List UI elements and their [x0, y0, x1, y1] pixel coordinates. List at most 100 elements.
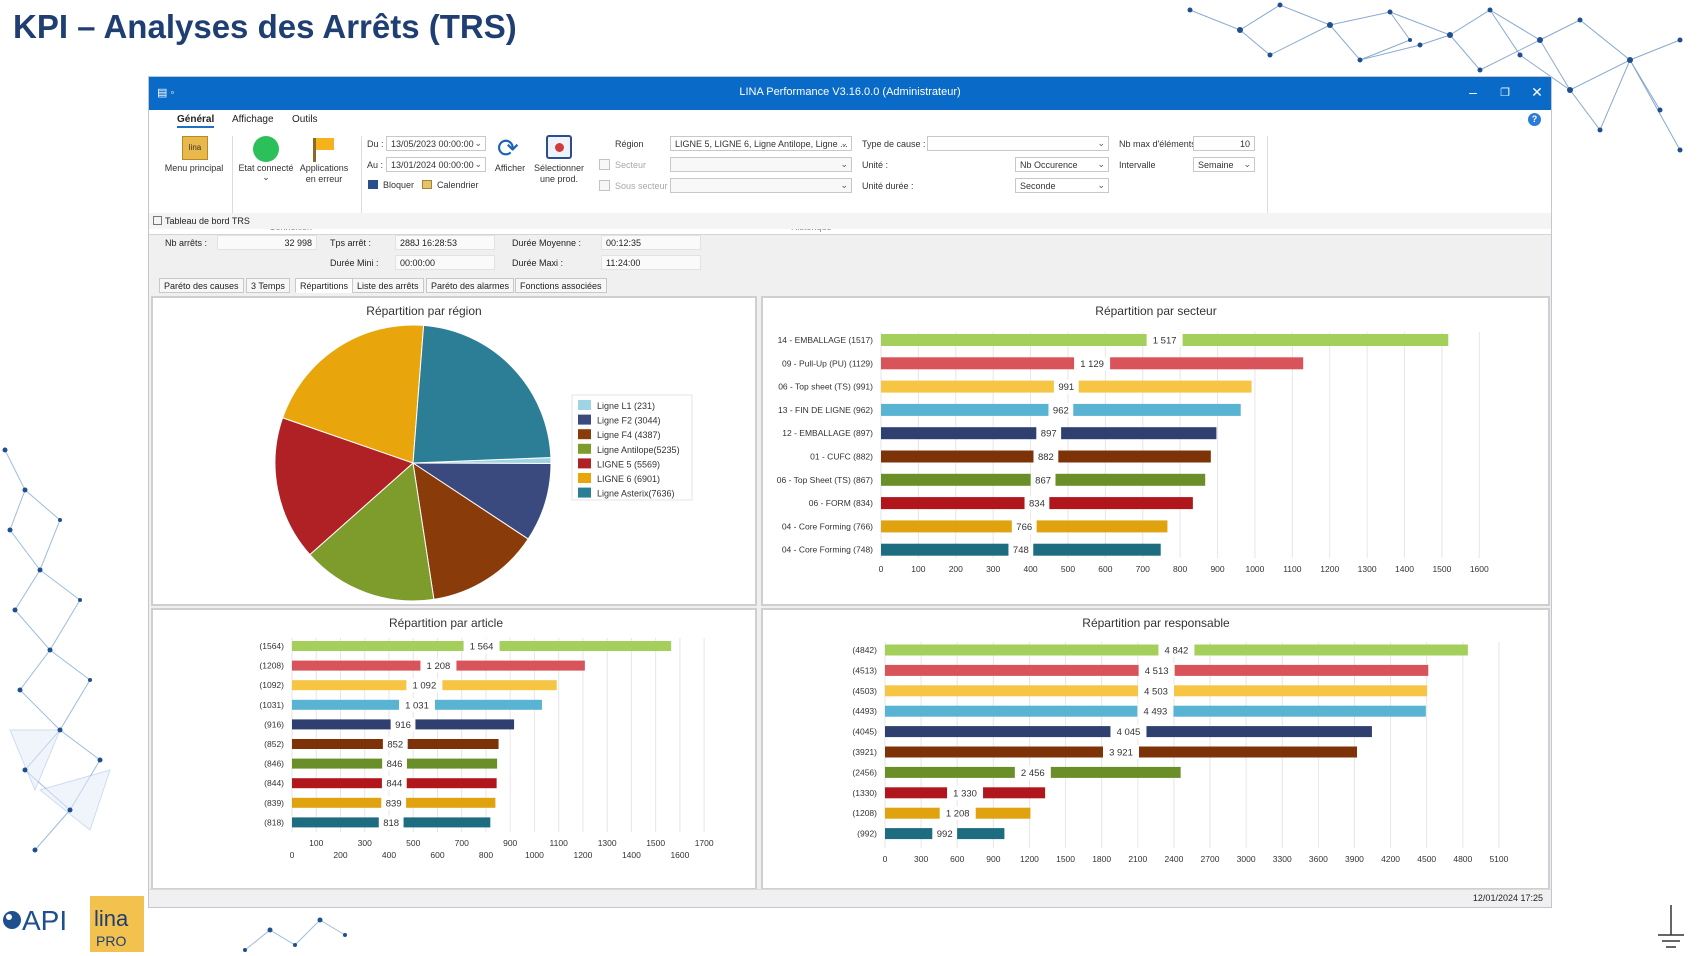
- tab-outils[interactable]: Outils: [292, 114, 318, 125]
- sous-secteur-checkbox[interactable]: [599, 180, 610, 191]
- restore-button[interactable]: ❐: [1500, 87, 1510, 99]
- menu-principal-button[interactable]: Menu principal: [164, 163, 224, 173]
- connected-status-icon[interactable]: [253, 136, 279, 162]
- x-tick-label: 3900: [1345, 854, 1364, 864]
- tab-repartitions[interactable]: Répartitions: [295, 278, 354, 293]
- du-date-field[interactable]: 13/05/2023 00:00:00 ⌄: [386, 136, 486, 151]
- help-icon[interactable]: ?: [1528, 113, 1541, 126]
- pie-slice[interactable]: [411, 462, 552, 540]
- unite-select[interactable]: Nb Occurence ⌄: [1015, 157, 1109, 172]
- data-label-box: [1036, 426, 1062, 441]
- pie-slice[interactable]: [412, 324, 552, 464]
- chevron-down-icon[interactable]: ⌄: [262, 172, 270, 182]
- category-label: (846): [264, 759, 284, 769]
- data-label: 897: [1041, 429, 1057, 440]
- chevron-down-icon[interactable]: ⌄: [840, 138, 848, 148]
- lock-icon[interactable]: [368, 180, 378, 189]
- tab-pareto-alarmes[interactable]: Paréto des alarmes: [426, 278, 515, 293]
- chevron-down-icon[interactable]: ⌄: [1097, 138, 1105, 148]
- tab-general[interactable]: Général: [177, 114, 215, 128]
- secteur-select[interactable]: ⌄: [670, 157, 852, 172]
- tab-pareto-causes[interactable]: Paréto des causes: [159, 278, 244, 293]
- calendar-icon[interactable]: [422, 180, 432, 189]
- nb-max-input[interactable]: 10: [1193, 136, 1255, 151]
- type-cause-select[interactable]: ⌄: [927, 136, 1109, 151]
- data-label-box: [378, 815, 404, 830]
- region-select[interactable]: LIGNE 5, LIGNE 6, Ligne Antilope, Ligne …: [670, 136, 852, 151]
- data-label-box: [1102, 745, 1139, 759]
- duree-moyenne-label: Durée Moyenne :: [512, 238, 582, 248]
- legend-entry: Ligne F2 (3044): [597, 416, 661, 426]
- data-label-box: [398, 697, 435, 712]
- etat-connecte-button[interactable]: Etat connecté: [238, 163, 294, 173]
- x-tick-label: 0: [883, 854, 888, 864]
- menu-principal-icon[interactable]: lina: [182, 136, 208, 160]
- category-label: (4503): [852, 686, 877, 696]
- refresh-icon[interactable]: ⟳: [497, 133, 519, 163]
- afficher-button[interactable]: Afficher: [494, 163, 526, 173]
- tps-arret-label: Tps arrêt :: [330, 238, 372, 248]
- legend-entry: Ligne L1 (231): [597, 401, 655, 411]
- flag-icon[interactable]: [313, 138, 316, 162]
- x-tick-label: 3600: [1309, 854, 1328, 864]
- chevron-down-icon[interactable]: ⌄: [1097, 159, 1105, 169]
- minimize-button[interactable]: –: [1469, 84, 1477, 100]
- applications-label-2: en erreur: [305, 174, 343, 184]
- applications-en-erreur-button[interactable]: Applications en erreur: [289, 163, 359, 185]
- data-label: 834: [1029, 499, 1045, 510]
- data-label-box: [1074, 356, 1111, 371]
- x-tick-label: 1700: [695, 838, 714, 848]
- sous-secteur-select[interactable]: ⌄: [670, 178, 852, 193]
- menu-tabs: Général Affichage Outils ?: [149, 110, 1551, 130]
- chevron-down-icon[interactable]: ⌄: [1097, 180, 1105, 190]
- pie-chart: Répartition par région Ligne L1 (231) Lign…: [274, 304, 693, 602]
- tab-liste-arrets[interactable]: Liste des arrêts: [352, 278, 424, 293]
- chevron-down-icon[interactable]: ⌄: [840, 159, 848, 169]
- applications-label-1: Applications: [299, 163, 349, 173]
- dashboard-label: Tableau de bord TRS: [149, 213, 1551, 229]
- data-label-box: [463, 639, 500, 653]
- pie-slice[interactable]: [281, 324, 425, 464]
- data-label: 852: [387, 740, 403, 751]
- data-label-box: [1110, 724, 1147, 739]
- chevron-down-icon[interactable]: ⌄: [474, 138, 482, 148]
- unite-duree-select[interactable]: Seconde ⌄: [1015, 178, 1109, 193]
- category-label: (1208): [852, 808, 877, 818]
- selectionner-prod-button[interactable]: Sélectionner une prod.: [531, 163, 587, 185]
- chevron-down-icon[interactable]: ⌄: [840, 180, 848, 190]
- x-tick-label: 2400: [1164, 854, 1183, 864]
- tab-3-temps[interactable]: 3 Temps: [246, 278, 290, 293]
- chevron-down-icon[interactable]: ⌄: [474, 159, 482, 169]
- x-tick-label: 1400: [622, 850, 641, 860]
- close-button[interactable]: ✕: [1531, 84, 1543, 100]
- pie-slice[interactable]: [274, 417, 414, 556]
- data-label: 844: [386, 779, 402, 790]
- select-production-icon[interactable]: [546, 135, 572, 159]
- data-label: 748: [1013, 545, 1029, 556]
- x-tick-label: 300: [914, 854, 928, 864]
- pie-slice[interactable]: [412, 461, 529, 600]
- bloquer-button[interactable]: Bloquer: [383, 180, 415, 190]
- calendrier-button[interactable]: Calendrier: [437, 180, 479, 190]
- x-tick-label: 1000: [525, 850, 544, 860]
- x-tick-label: 900: [986, 854, 1000, 864]
- tab-affichage[interactable]: Affichage: [232, 114, 274, 125]
- category-label: 06 - Top sheet (TS) (991): [778, 382, 873, 392]
- legend-swatch: [578, 400, 591, 410]
- tab-fonctions-associees[interactable]: Fonctions associées: [515, 278, 607, 293]
- au-date-field[interactable]: 13/01/2024 00:00:00 ⌄: [386, 157, 486, 172]
- intervalle-select[interactable]: Semaine ⌄: [1193, 157, 1255, 172]
- x-tick-label: 800: [1173, 564, 1187, 574]
- x-tick-label: 1000: [1245, 564, 1264, 574]
- category-label: (1564): [259, 641, 284, 651]
- app-window: ▤ ◦ LINA Performance V3.16.0.0 (Administ…: [148, 76, 1552, 908]
- x-tick-label: 2100: [1128, 854, 1147, 864]
- chevron-down-icon[interactable]: ⌄: [1243, 159, 1251, 169]
- pie-slice[interactable]: [309, 462, 435, 602]
- secteur-checkbox[interactable]: [599, 159, 610, 170]
- category-label: (2456): [852, 767, 877, 777]
- category-label: (1092): [259, 680, 284, 690]
- data-label-box: [381, 776, 407, 791]
- x-tick-label: 1300: [598, 838, 617, 848]
- legend-entry: Ligne Asterix(7636): [597, 489, 675, 499]
